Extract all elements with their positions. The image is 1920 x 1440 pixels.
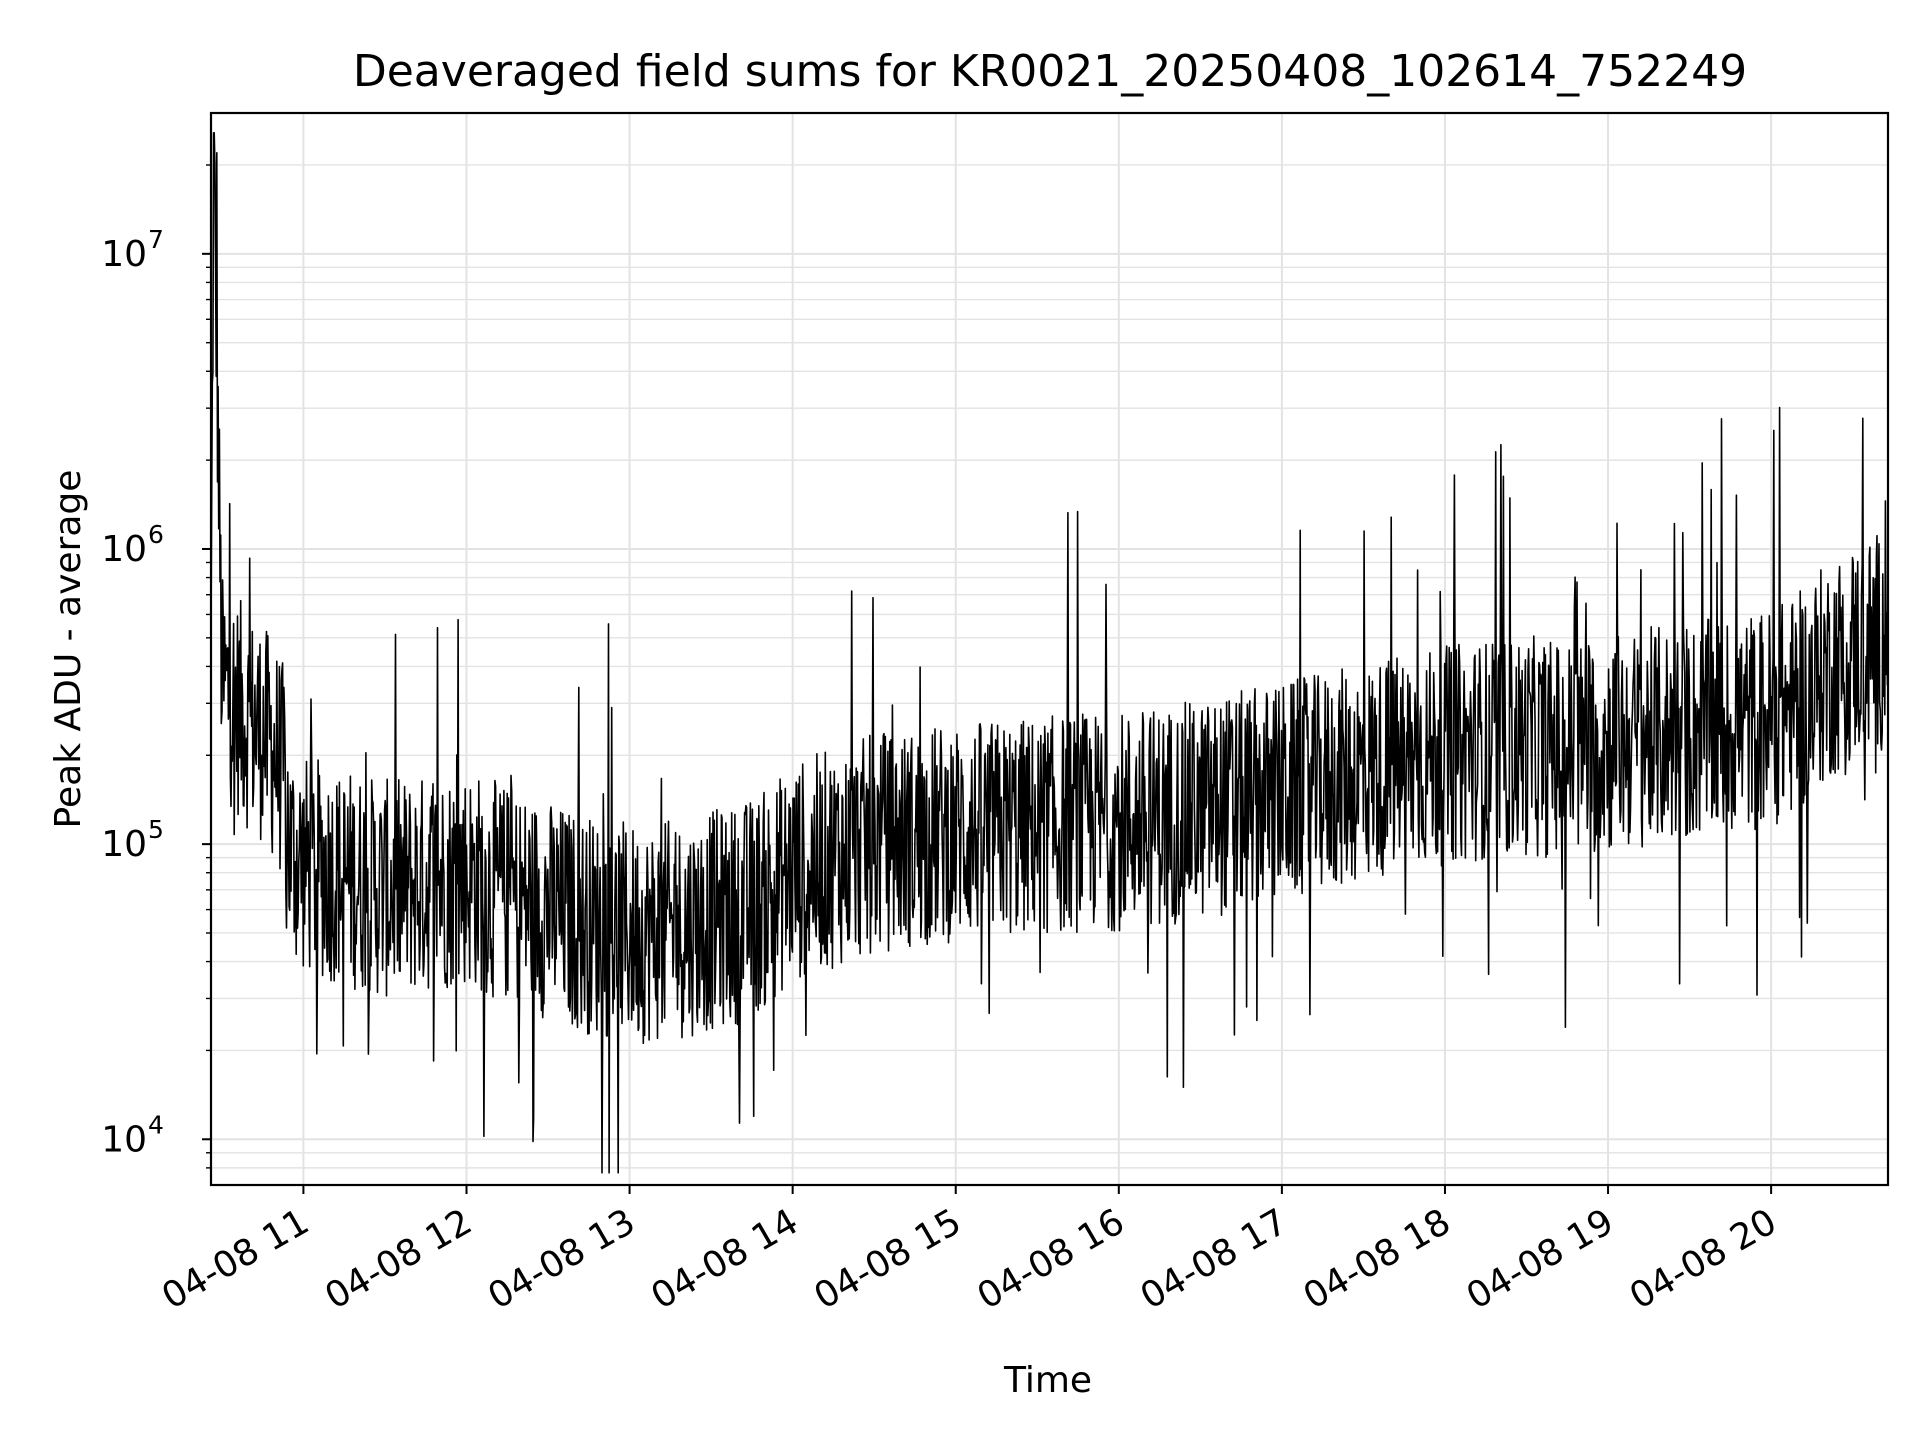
series-line <box>210 132 1889 1174</box>
chart-title: Deaveraged field sums for KR0021_2025040… <box>353 46 1747 97</box>
y-tick-exponent: 4 <box>148 1110 164 1139</box>
plot-frame <box>209 111 1890 1187</box>
y-tick-exponent: 6 <box>148 520 164 549</box>
x-tick-label: 04-08 20 <box>1623 1201 1784 1317</box>
x-tick-label: 04-08 11 <box>155 1201 316 1317</box>
x-tick-label: 04-08 16 <box>971 1201 1132 1317</box>
x-tick-label: 04-08 14 <box>644 1201 805 1317</box>
y-axis-label: Peak ADU - average <box>48 470 89 829</box>
x-tick-label: 04-08 13 <box>481 1201 642 1317</box>
x-axis-label: Time <box>1003 1360 1092 1401</box>
y-tick-exponent: 7 <box>148 225 164 254</box>
y-tick-label: 10 <box>101 529 147 570</box>
x-tick-label: 04-08 18 <box>1297 1201 1458 1317</box>
x-tick-label: 04-08 15 <box>808 1201 969 1317</box>
y-tick-label: 10 <box>101 234 147 275</box>
y-tick-label: 10 <box>101 824 147 865</box>
x-tick-label: 04-08 19 <box>1460 1201 1621 1317</box>
y-tick-label: 10 <box>101 1119 147 1160</box>
x-tick-label: 04-08 12 <box>318 1201 479 1317</box>
x-tick-label: 04-08 17 <box>1134 1201 1295 1317</box>
grid-layer <box>211 113 1888 1185</box>
y-tick-exponent: 5 <box>148 815 164 844</box>
